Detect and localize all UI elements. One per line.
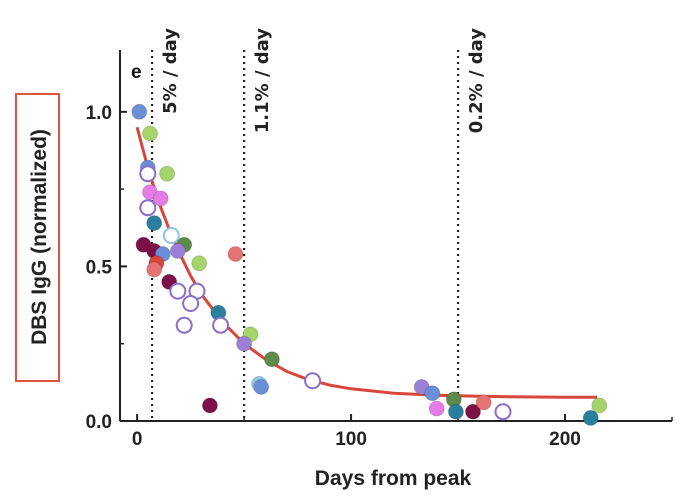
data-point (263, 351, 280, 368)
data-point (169, 282, 187, 300)
data-point (447, 403, 464, 420)
data-point (304, 372, 322, 390)
data-point (175, 316, 193, 334)
data-point (146, 261, 163, 278)
data-point (201, 397, 218, 414)
data-point (182, 295, 200, 312)
y-ticks: 0.0 0.5 1.0 (86, 103, 127, 433)
rate-label: 5% / day (160, 28, 181, 114)
data-point (212, 316, 230, 334)
y-tick-label: 1.0 (86, 103, 112, 124)
data-point (582, 409, 599, 426)
data-point (139, 165, 157, 183)
data-points (131, 103, 608, 426)
data-point (191, 255, 208, 272)
data-point (162, 227, 180, 244)
data-point (253, 379, 270, 395)
data-point (475, 394, 492, 411)
data-point (428, 400, 445, 417)
x-tick-label: 100 (335, 429, 367, 450)
y-axis-label-group: DBS IgG (normalized) (15, 93, 60, 382)
y-tick-label: 0.0 (86, 412, 112, 433)
data-point (591, 397, 608, 414)
x-ticks: 0 100 200 (132, 414, 673, 450)
y-tick-label: 0.5 (86, 257, 113, 278)
x-tick-label: 0 (132, 429, 143, 450)
data-point (227, 246, 244, 262)
data-point (159, 165, 176, 182)
data-point (146, 215, 163, 232)
y-axis-label: DBS IgG (normalized) (28, 129, 51, 345)
rate-label: 0.2% / day (466, 28, 487, 134)
x-axis-label: Days from peak (315, 467, 472, 490)
y-axis-label-box (15, 93, 60, 382)
rate-lines: 5% / day 1.1% / day 0.2% / day (150, 28, 487, 421)
data-point (494, 403, 512, 421)
data-point (139, 199, 157, 217)
data-point (131, 103, 148, 120)
rate-label: 1.1% / day (252, 28, 273, 134)
data-point (169, 243, 186, 259)
data-point (424, 385, 441, 402)
data-point (142, 125, 158, 142)
x-tick-label: 200 (549, 429, 581, 450)
data-point (236, 335, 253, 352)
data-point (465, 403, 481, 420)
panel-label: e (131, 62, 142, 83)
data-point (152, 190, 169, 207)
